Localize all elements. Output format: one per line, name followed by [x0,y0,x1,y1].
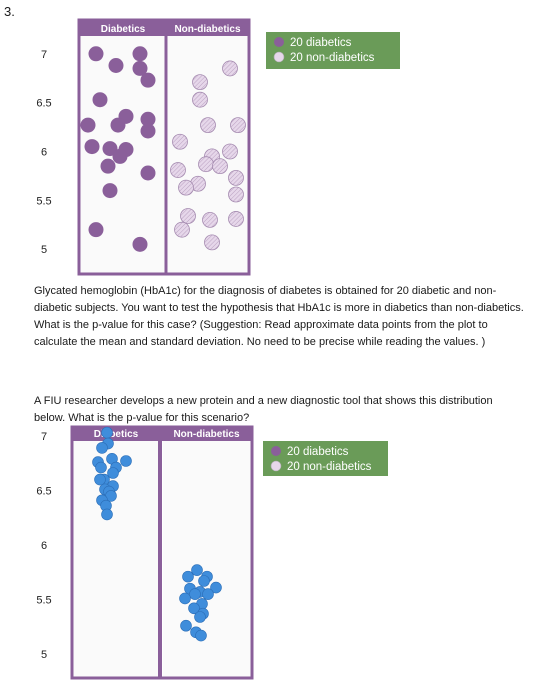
non-diabetic-data-point [212,158,228,175]
non-diabetic-data-point [189,588,201,600]
legend-box [266,32,400,69]
non-diabetic-data-point [202,212,218,228]
plot-2: 7 6.5 6 5.5 5 Diabetics Non-diabetics 20 diabet… [30,425,400,683]
non-diabetic-data-point [230,117,246,134]
diabetic-data-point [101,426,113,439]
non-diabetic-data-point [228,211,244,227]
non-diabetic-data-point [179,592,191,605]
y-tick-label: 6.5 [36,485,51,497]
paragraph-1-text: Glycated hemoglobin (HbA1c) for the diag… [34,285,524,348]
column-header-label: Diabetics [94,429,139,440]
diabetic-data-point [100,158,116,174]
legend-box [263,441,388,476]
non-diabetic-data-point [202,588,214,600]
non-diabetic-data-point [204,234,220,251]
column-panel [74,441,158,678]
non-diabetic-data-point [210,581,222,594]
y-tick-label: 6 [41,147,47,159]
diabetic-data-point [132,46,148,62]
diabetic-data-point [92,92,108,108]
diabetic-data-point [110,117,126,133]
diabetic-data-point [140,123,156,139]
non-diabetic-data-point [182,570,194,583]
non-diabetic-data-point [170,162,186,178]
non-diabetic-data-point [192,74,208,91]
diabetic-data-point [84,139,100,155]
plot-1-svg: 7 6.5 6 5.5 5 Diabetics Non-diabetics 20 diabet… [36,18,400,276]
question-number: 3. [4,4,15,19]
diabetic-data-point [101,508,113,521]
diabetic-data-point [132,236,148,252]
non-diabetic-data-point [198,575,210,587]
diabetic-data-point [88,222,104,238]
non-diabetic-data-point [200,117,216,134]
non-diabetic-data-point [222,143,238,160]
legend-label-non-diabetics: 20 non-diabetics [287,461,372,473]
legend-label-diabetics: 20 diabetics [290,37,352,49]
column-panel [163,441,250,678]
non-diabetic-data-point [228,169,244,186]
y-tick-label: 5.5 [36,595,51,607]
diabetic-data-point [95,461,107,474]
non-diabetic-data-point [192,91,208,108]
non-diabetic-data-point [194,611,206,623]
plot-frame [77,18,251,276]
non-diabetic-data-point [228,186,244,203]
question-paragraph-1: Glycated hemoglobin (HbA1c) for the diag… [34,283,526,351]
non-diabetic-data-point [174,221,190,238]
non-diabetic-data-point [195,629,207,642]
non-diabetic-data-point [180,619,192,632]
diabetic-data-point [140,72,156,88]
y-tick-label: 5 [41,649,47,661]
column-header-label: Non-diabetics [174,24,241,35]
question-paragraph-2: A FIU researcher develops a new protein … [34,393,526,427]
diabetic-data-point [96,442,108,454]
diabetic-data-point [108,58,124,73]
legend-label-diabetics: 20 diabetics [287,446,349,458]
diabetic-data-point [140,165,156,181]
column-header-label: Diabetics [101,24,146,35]
non-diabetic-data-point [198,156,214,173]
non-diabetic-data-point [222,60,238,77]
diabetic-data-point [107,467,119,479]
diabetic-data-point [94,473,106,486]
non-diabetic-data-point [178,179,194,196]
non-diabetic-data-point [180,208,196,224]
y-tick-label: 5 [41,244,47,256]
non-diabetic-data-point [188,602,200,615]
diabetic-data-point [102,183,118,199]
plot-1: 7 6.5 6 5.5 5 Diabetics Non-diabetics 20 diabet… [30,18,410,280]
diabetic-data-point [88,46,104,62]
diabetic-data-point [112,148,128,164]
y-tick-label: 7 [41,49,47,61]
legend-marker-diabetics [271,446,281,456]
column-divider [164,20,168,274]
diabetic-data-point [132,60,148,76]
y-tick-label: 6.5 [36,98,51,110]
diabetic-data-point [120,455,132,467]
legend-marker-diabetics [274,37,284,47]
diabetic-data-point [140,111,156,127]
column-header-bar [79,20,249,36]
y-tick-label: 5.5 [36,195,51,207]
legend-marker-non-diabetics [270,460,282,472]
legend-label-non-diabetics: 20 non-diabetics [290,52,375,64]
column-header-label: Non-diabetics [173,429,240,440]
paragraph-2-text: A FIU researcher develops a new protein … [34,395,493,424]
legend-marker-non-diabetics [273,51,285,63]
y-tick-label: 7 [41,431,47,443]
diabetic-data-point [80,117,96,133]
non-diabetic-data-point [172,133,188,150]
y-tick-label: 6 [41,540,47,552]
non-diabetic-data-point [191,564,203,576]
plot-2-svg: 7 6.5 6 5.5 5 Diabetics Non-diabetics 20 diabet… [36,425,388,680]
column-divider [158,427,162,678]
